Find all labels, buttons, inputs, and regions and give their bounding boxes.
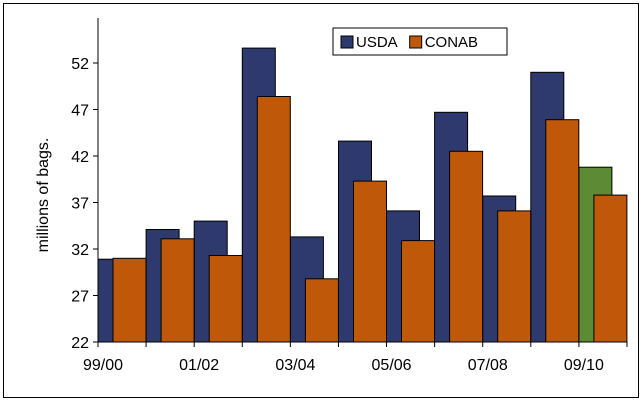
bar-conab-01-02 [208,255,243,343]
y-tick-label: 52 [71,56,89,73]
bar-conab-99-00 [112,257,147,343]
y-tick-label: 47 [71,103,89,120]
y-axis-label: millions of bags. [35,138,52,253]
bar-conab-07-08 [497,210,532,343]
bar-conab-04-05 [353,180,387,343]
y-tick-label: 27 [71,289,89,306]
legend-swatch-usda [340,35,354,49]
bar-conab-06-07 [449,150,484,343]
x-tick-label: 07/08 [468,357,508,374]
y-tick-label: 42 [71,149,89,166]
bar-conab-03-04 [304,278,339,343]
y-tick-label: 32 [71,242,89,259]
bar-conab-09-10 [593,194,628,343]
x-tick-label: 05/06 [372,357,412,374]
legend-label-usda: USDA [356,34,398,51]
x-tick-label: 01/02 [179,357,219,374]
y-tick-label: 22 [71,335,89,352]
x-tick-label: 09/10 [564,357,604,374]
x-tick-label: 99/00 [83,357,123,374]
legend-label-conab: CONAB [425,34,478,51]
legend-swatch-conab [409,35,423,49]
bar-conab-05-06 [401,240,435,343]
x-tick-label: 03/04 [275,357,315,374]
bar-conab-08-09 [545,119,580,343]
bar-conab-02-03 [256,96,291,343]
bar-conab-00-01 [160,238,195,343]
y-tick-label: 37 [71,196,89,213]
